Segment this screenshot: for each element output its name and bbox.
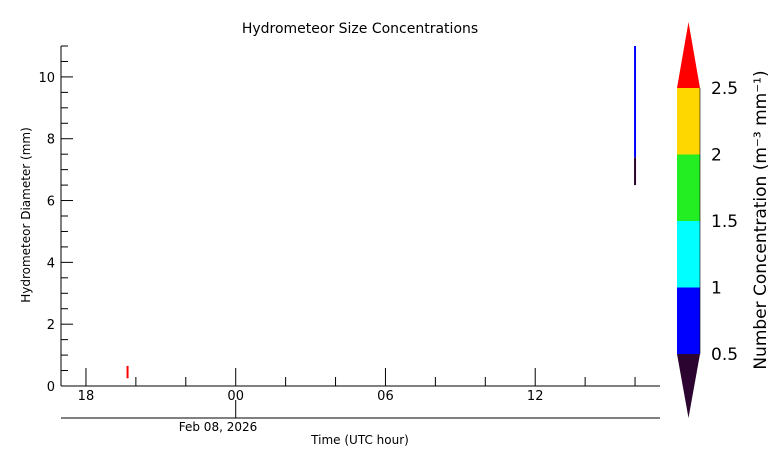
y-tick-label: 10 [38, 71, 55, 86]
x-tick-label: 00 [227, 389, 244, 404]
colorbar-segment [677, 287, 700, 354]
colorbar-tick-label: 2 [711, 146, 722, 166]
colorbar-segment [677, 88, 700, 155]
colorbar-tick-label: 1.5 [711, 212, 738, 232]
y-tick-label: 8 [47, 133, 55, 148]
y-tick-label: 4 [47, 256, 55, 271]
colorbar-segment [677, 221, 700, 288]
observation-bar [634, 157, 637, 186]
x-tick-label: 18 [78, 389, 95, 404]
colorbar-label: Number Concentration (m⁻³ mm⁻¹) [751, 70, 771, 369]
date-label: Feb 08, 2026 [179, 420, 258, 434]
colorbar-tick-label: 0.5 [711, 345, 738, 365]
colorbar-overflow-arrow [677, 22, 700, 88]
y-tick-label: 6 [47, 195, 55, 210]
y-axis-label: Hydrometeor Diameter (mm) [19, 127, 33, 303]
colorbar: 0.5 1 1.5 2 2.5 [677, 22, 738, 418]
y-tick-label: 2 [47, 318, 55, 333]
x-tick-label: 12 [527, 389, 544, 404]
x-tick-label: 06 [377, 389, 394, 404]
axes: 0 2 4 6 8 10 18 00 06 12 [38, 45, 660, 419]
y-tick-label: 0 [47, 380, 55, 395]
observations [126, 46, 637, 379]
colorbar-underflow-arrow [677, 354, 700, 418]
colorbar-segment [677, 154, 700, 221]
observation-bar [126, 365, 129, 379]
observation-bar [634, 46, 637, 158]
colorbar-tick-label: 1 [711, 279, 722, 299]
colorbar-tick-label: 2.5 [711, 79, 738, 99]
chart-title: Hydrometeor Size Concentrations [242, 21, 478, 37]
x-axis-label: Time (UTC hour) [310, 433, 409, 447]
